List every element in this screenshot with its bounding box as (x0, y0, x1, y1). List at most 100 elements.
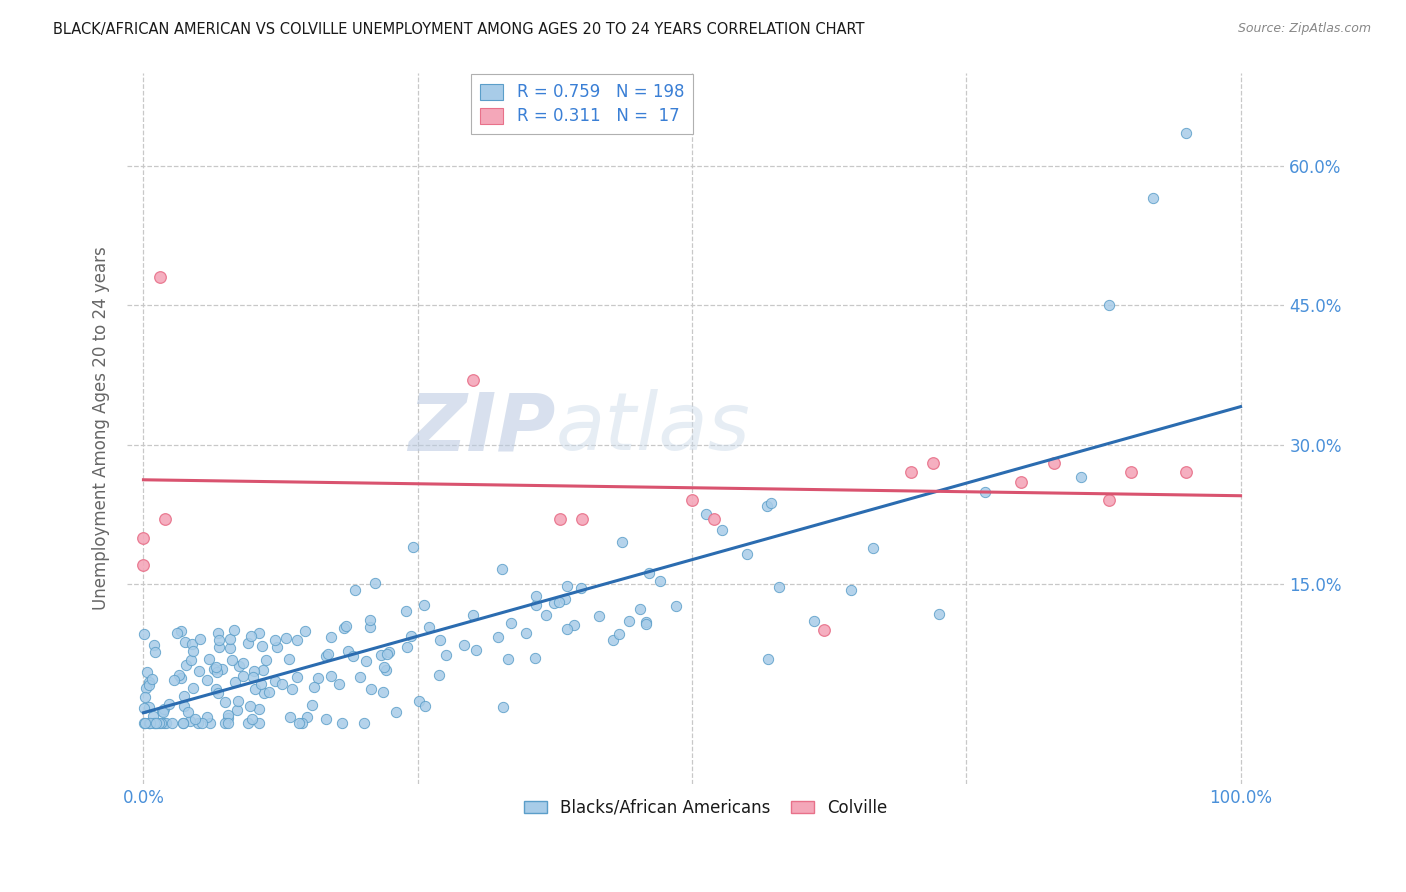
Point (281, 682, 304, 697)
Point (402, 540, 425, 554)
Point (465, 643, 488, 657)
Point (134, 690, 156, 704)
Point (181, 681, 204, 695)
Point (239, 699, 262, 714)
Point (205, 665, 228, 679)
Point (160, 716, 183, 731)
Point (609, 626, 631, 640)
Point (143, 645, 166, 659)
Point (803, 615, 825, 629)
Point (378, 645, 401, 659)
Point (399, 629, 422, 643)
Point (315, 648, 337, 663)
Point (319, 669, 342, 683)
Point (418, 620, 440, 634)
Point (492, 699, 515, 714)
Point (250, 677, 273, 691)
Point (211, 662, 233, 676)
Point (143, 716, 166, 731)
Point (153, 716, 176, 731)
Point (157, 698, 180, 712)
Point (207, 626, 229, 640)
Point (554, 591, 576, 606)
Point (226, 703, 249, 717)
Point (359, 620, 381, 634)
Point (491, 562, 513, 576)
Point (1098, 298, 1121, 312)
Point (173, 690, 195, 704)
Point (181, 644, 204, 658)
Text: Source: ZipAtlas.com: Source: ZipAtlas.com (1237, 22, 1371, 36)
Legend: Blacks/African Americans, Colville: Blacks/African Americans, Colville (516, 790, 896, 825)
Point (204, 660, 226, 674)
Point (486, 630, 509, 644)
Point (759, 495, 782, 509)
Point (228, 658, 250, 673)
Point (278, 652, 301, 666)
Point (195, 710, 218, 724)
Point (499, 616, 522, 631)
Point (132, 531, 155, 545)
Point (1043, 456, 1066, 470)
Point (285, 670, 308, 684)
Point (134, 716, 156, 731)
Point (524, 589, 547, 603)
Point (737, 547, 759, 561)
Point (217, 711, 239, 725)
Point (179, 714, 201, 728)
Point (155, 512, 177, 526)
Point (543, 596, 565, 610)
Text: ZIP: ZIP (408, 389, 555, 467)
Point (665, 599, 688, 613)
Point (232, 668, 254, 682)
Point (758, 652, 780, 666)
Point (247, 716, 270, 731)
Point (768, 580, 790, 594)
Point (610, 535, 633, 549)
Point (359, 614, 381, 628)
Point (217, 707, 239, 722)
Point (132, 716, 155, 731)
Point (550, 512, 572, 526)
Point (132, 558, 155, 573)
Point (316, 647, 339, 661)
Point (207, 633, 229, 648)
Point (412, 598, 434, 612)
Point (756, 500, 779, 514)
Point (231, 656, 253, 670)
Point (238, 636, 260, 650)
Point (266, 640, 288, 654)
Point (142, 716, 165, 731)
Point (150, 704, 173, 718)
Point (547, 595, 569, 609)
Point (408, 694, 430, 708)
Point (295, 710, 318, 724)
Point (375, 647, 398, 661)
Point (315, 712, 337, 726)
Point (138, 699, 160, 714)
Point (240, 712, 263, 726)
Point (132, 700, 155, 714)
Point (141, 673, 163, 687)
Point (370, 648, 392, 662)
Point (1010, 475, 1032, 489)
Point (333, 621, 356, 635)
Point (922, 456, 945, 470)
Point (291, 716, 314, 731)
Point (163, 673, 186, 688)
Point (395, 604, 418, 618)
Point (138, 716, 160, 731)
Y-axis label: Unemployment Among Ages 20 to 24 years: Unemployment Among Ages 20 to 24 years (93, 246, 110, 610)
Point (711, 524, 734, 538)
Point (523, 651, 546, 665)
Point (198, 716, 221, 731)
Point (132, 627, 155, 641)
Point (557, 622, 579, 636)
Point (360, 681, 382, 696)
Point (285, 633, 308, 648)
Point (349, 670, 371, 684)
Point (555, 578, 578, 592)
Point (240, 629, 263, 643)
Point (252, 663, 274, 677)
Point (172, 716, 194, 731)
